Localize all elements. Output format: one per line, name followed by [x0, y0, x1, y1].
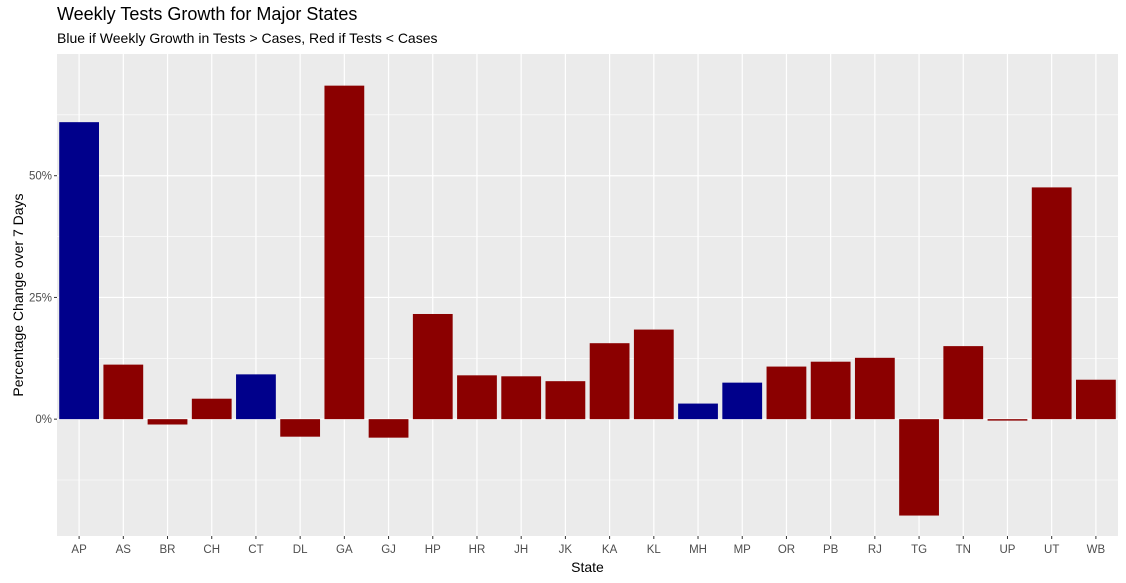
x-axis: AP AS BR CH CT DL GA GJ HP HR JH JK KA KL MH MP OR PB RJ TG… — [71, 536, 1105, 556]
bar-as — [103, 364, 144, 420]
x-tick-label: KL — [647, 544, 662, 556]
y-tick-label: 25% — [29, 292, 52, 304]
x-tick-label: CT — [248, 544, 263, 556]
x-tick-label: JK — [559, 544, 573, 556]
bar-hp — [412, 313, 453, 420]
x-tick-label: KA — [602, 544, 618, 556]
x-tick-label: GJ — [381, 544, 396, 556]
x-tick-label: CH — [203, 544, 220, 556]
x-tick-label: BR — [160, 544, 176, 556]
bar-kl — [633, 329, 674, 420]
bar-ut — [1031, 187, 1072, 420]
x-tick-label: MP — [734, 544, 752, 556]
bar-rj — [854, 357, 895, 420]
y-axis: 0% 25% 50% — [29, 171, 57, 426]
bar-pb — [810, 361, 851, 420]
chart-subtitle: Blue if Weekly Growth in Tests > Cases, … — [57, 30, 438, 46]
x-tick-label: OR — [778, 544, 795, 556]
x-tick-label: UP — [999, 544, 1015, 556]
x-tick-label: DL — [293, 544, 308, 556]
bar-ch — [191, 398, 232, 420]
x-tick-label: TG — [911, 544, 927, 556]
x-tick-label: TN — [956, 544, 971, 556]
bar-mp — [722, 382, 763, 420]
bar-or — [766, 366, 807, 420]
bar-up — [987, 419, 1028, 421]
bar-tg — [899, 419, 939, 516]
y-axis-title: Percentage Change over 7 Days — [10, 193, 26, 396]
bar-jh — [501, 376, 542, 420]
x-axis-title: State — [571, 559, 604, 575]
chart-title: Weekly Tests Growth for Major States — [57, 4, 357, 24]
x-tick-label: WB — [1087, 544, 1106, 556]
y-tick-label: 0% — [35, 414, 52, 426]
y-tick-label: 50% — [29, 171, 52, 183]
x-tick-label: PB — [823, 544, 839, 556]
bar-ap — [59, 122, 99, 420]
x-tick-label: AP — [71, 544, 87, 556]
grid-minor — [57, 114, 1118, 481]
plot-panel — [57, 54, 1118, 536]
x-tick-label: RJ — [868, 544, 882, 556]
bar-dl — [280, 419, 321, 437]
bar-ct — [236, 374, 276, 420]
bar-jk — [545, 381, 586, 420]
x-tick-label: GA — [336, 544, 353, 556]
bar-hr — [457, 375, 497, 420]
bar-tn — [943, 346, 984, 420]
bar-wb — [1076, 379, 1116, 420]
x-tick-label: AS — [116, 544, 132, 556]
x-tick-label: MH — [689, 544, 707, 556]
bar-br — [147, 419, 188, 425]
bar-mh — [678, 403, 718, 420]
x-tick-label: JH — [514, 544, 528, 556]
bar-ga — [324, 85, 365, 420]
bars — [59, 85, 1116, 516]
x-tick-label: UT — [1044, 544, 1059, 556]
bar-gj — [368, 419, 409, 438]
x-tick-label: HR — [469, 544, 486, 556]
bar-ka — [589, 343, 630, 420]
x-tick-label: HP — [425, 544, 441, 556]
